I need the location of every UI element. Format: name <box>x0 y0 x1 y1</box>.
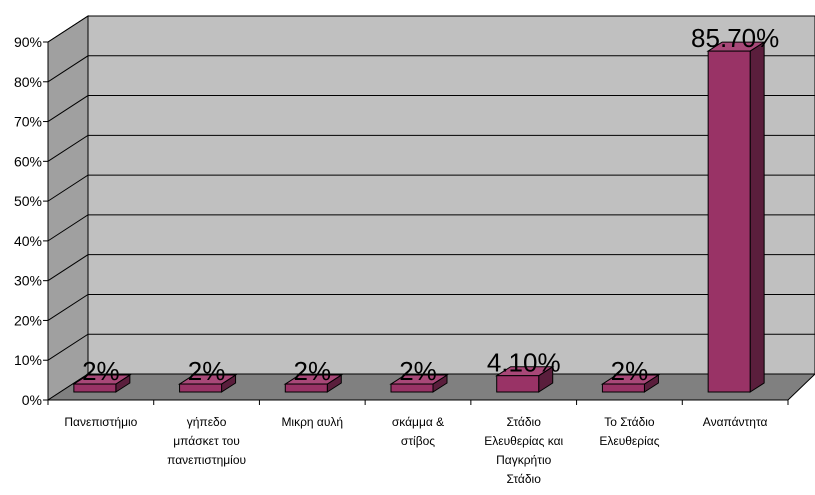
y-tick-label: 10% <box>14 352 42 368</box>
bar <box>600 374 661 393</box>
data-label: 2% <box>188 356 226 386</box>
data-label: 85.70% <box>691 23 779 53</box>
bar-side <box>749 41 765 393</box>
gridline <box>47 333 815 361</box>
gridline <box>47 293 815 321</box>
data-label: 2% <box>293 356 331 386</box>
category-label: Αναπάντητα <box>703 415 768 429</box>
category-label-line: μπάσκετ του <box>173 434 240 448</box>
back-wall <box>87 15 815 375</box>
gridline <box>47 95 815 122</box>
category-label-line: σκάμμα & <box>392 415 444 429</box>
category-label-line: Παγκρήτιο <box>496 453 552 467</box>
gridline <box>47 254 815 282</box>
gridline <box>47 134 815 162</box>
y-tick-label: 20% <box>14 312 42 328</box>
gridline <box>47 15 815 43</box>
y-tick-label: 80% <box>14 74 42 90</box>
category-label: Στάδιο Ελευθερίας και Παγκρήτιο Στάδιο <box>484 415 563 486</box>
category-label-line: Το Στάδιο <box>604 415 655 429</box>
category-label-line: στίβος <box>401 434 435 448</box>
category-label-line: γήπεδο <box>187 415 227 429</box>
bar-front <box>284 383 328 393</box>
bar-front <box>73 383 117 393</box>
bar <box>283 374 343 393</box>
bar <box>389 374 449 393</box>
data-label: 2% <box>82 356 120 386</box>
category-label: Το Στάδιο Ελευθερίας <box>599 415 659 448</box>
bar-front <box>179 383 223 393</box>
y-tick-label: 30% <box>14 273 42 289</box>
category-label: Μικρη αυλή <box>281 415 343 429</box>
bar <box>706 41 766 393</box>
gridline <box>47 214 815 242</box>
category-label-line: Ελευθερίας και <box>484 434 563 448</box>
category-label-line: πανεπιστημίου <box>167 453 246 467</box>
bar-front <box>390 383 434 393</box>
category-label-line: Αναπάντητα <box>703 415 768 429</box>
y-tick-label: 70% <box>14 114 42 130</box>
y-tick-label: 40% <box>14 233 42 249</box>
category-label: γήπεδο μπάσκετ του πανεπιστημίου <box>167 415 246 467</box>
category-label-line: Στάδιο <box>507 472 542 486</box>
gridline <box>47 174 815 202</box>
y-tick-label: 0% <box>22 392 42 408</box>
y-tick-label: 60% <box>14 153 42 169</box>
category-label-line: Μικρη αυλή <box>281 415 343 429</box>
category-label-line: Στάδιο <box>507 415 542 429</box>
bar-front <box>496 375 540 393</box>
data-label: 2% <box>611 356 649 386</box>
side-wall <box>47 15 89 401</box>
y-tick-label: 50% <box>14 193 42 209</box>
category-label: σκάμμα & στίβος <box>392 415 444 448</box>
data-label: 4.10% <box>487 348 561 378</box>
data-label: 2% <box>399 356 437 386</box>
bar <box>177 374 238 393</box>
category-label: Πανεπιστήμιο <box>64 415 137 429</box>
y-tick-label: 90% <box>14 34 42 50</box>
bar-front <box>601 383 645 393</box>
category-label-line: Ελευθερίας <box>599 434 659 448</box>
bar <box>72 374 132 393</box>
bar <box>495 365 555 393</box>
bar-front <box>707 50 751 393</box>
category-label-line: Πανεπιστήμιο <box>64 415 137 429</box>
gridline <box>47 55 815 83</box>
